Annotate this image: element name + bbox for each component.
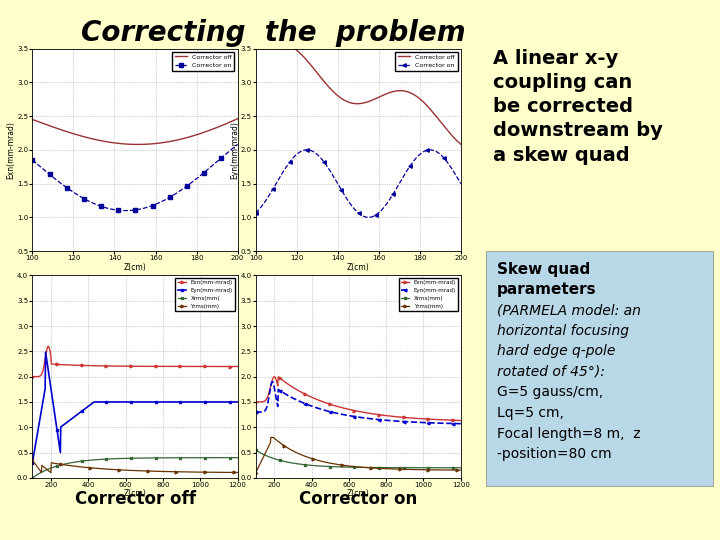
Text: -position=80 cm: -position=80 cm	[497, 447, 611, 461]
Text: Skew quad: Skew quad	[497, 262, 590, 277]
Text: rotated of 45°):: rotated of 45°):	[497, 365, 605, 379]
Text: Corrector on: Corrector on	[299, 490, 417, 509]
Text: Correcting  the  problem: Correcting the problem	[81, 19, 466, 47]
Text: parameters: parameters	[497, 282, 596, 298]
Text: Focal length=8 m,  z: Focal length=8 m, z	[497, 427, 640, 441]
Legend: Exn(mm-mrad), Eyn(mm-mrad), Xrms(mm), Yrms(mm): Exn(mm-mrad), Eyn(mm-mrad), Xrms(mm), Yr…	[176, 278, 235, 311]
Legend: Corrector off, Corrector on: Corrector off, Corrector on	[395, 52, 458, 71]
Legend: Exn(mm-mrad), Eyn(mm-mrad), Xrms(mm), Yrms(mm): Exn(mm-mrad), Eyn(mm-mrad), Xrms(mm), Yr…	[399, 278, 458, 311]
X-axis label: Z(cm): Z(cm)	[347, 489, 369, 498]
X-axis label: Z(cm): Z(cm)	[347, 262, 369, 272]
Text: horizontal focusing: horizontal focusing	[497, 323, 629, 338]
X-axis label: Z(cm): Z(cm)	[124, 489, 146, 498]
X-axis label: Z(cm): Z(cm)	[124, 262, 146, 272]
Text: Lq=5 cm,: Lq=5 cm,	[497, 406, 564, 420]
Y-axis label: Exn(mm-mrad): Exn(mm-mrad)	[6, 121, 16, 179]
Text: A linear x-y
coupling can
be corrected
downstream by
a skew quad: A linear x-y coupling can be corrected d…	[493, 49, 663, 165]
Legend: Corrector off, Corrector on: Corrector off, Corrector on	[172, 52, 235, 71]
Y-axis label: Eyn(mm-mrad): Eyn(mm-mrad)	[230, 121, 239, 179]
Text: G=5 gauss/cm,: G=5 gauss/cm,	[497, 386, 603, 400]
Text: (PARMELA model: an: (PARMELA model: an	[497, 303, 641, 317]
Text: hard edge q-pole: hard edge q-pole	[497, 344, 615, 358]
Text: Corrector off: Corrector off	[75, 490, 196, 509]
